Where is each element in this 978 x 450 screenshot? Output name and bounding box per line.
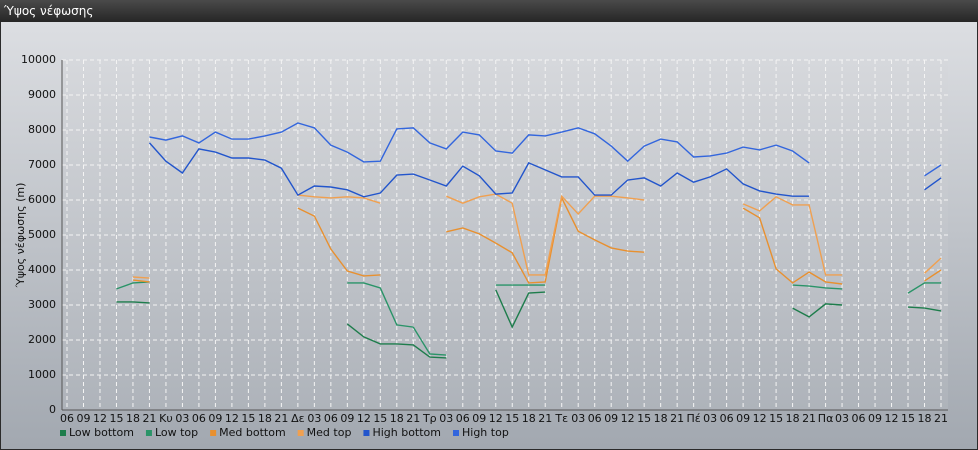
x-tick-label: 15 <box>505 412 519 425</box>
x-tick-label: 18 <box>126 412 140 425</box>
series-line <box>148 142 942 198</box>
legend-label: Med top <box>307 426 352 439</box>
x-tick-label: 18 <box>522 412 536 425</box>
x-tick-label: Τρ <box>422 412 437 425</box>
x-tick-label: 18 <box>258 412 272 425</box>
series-line <box>132 193 942 279</box>
x-tick-label: 15 <box>901 412 915 425</box>
x-tick-label: 06 <box>852 412 866 425</box>
x-tick-label: 15 <box>769 412 783 425</box>
x-tick-label: 12 <box>489 412 503 425</box>
x-tick-label: 06 <box>60 412 74 425</box>
y-tick-label: 4000 <box>28 263 56 276</box>
y-tick-label: 1000 <box>28 368 56 381</box>
legend-label: High top <box>462 426 509 439</box>
x-tick-label: 18 <box>918 412 932 425</box>
x-tick-label: 12 <box>753 412 767 425</box>
x-tick-label: 09 <box>472 412 486 425</box>
legend-label: Low top <box>155 426 198 439</box>
legend-label: High bottom <box>372 426 441 439</box>
x-tick-label: 06 <box>720 412 734 425</box>
legend-swatch <box>145 430 152 436</box>
legend-swatch <box>210 430 217 436</box>
y-tick-label: 0 <box>49 403 56 416</box>
x-tick-label: 03 <box>703 412 717 425</box>
legend-swatch <box>60 430 66 436</box>
series-line <box>116 289 942 359</box>
x-tick-label: 06 <box>324 412 338 425</box>
x-tick-label: Πα <box>818 412 834 425</box>
x-tick-label: Τε <box>554 412 568 425</box>
x-tick-label: 09 <box>208 412 222 425</box>
x-tick-label: Δε <box>291 412 305 425</box>
x-tick-label: 15 <box>373 412 387 425</box>
x-tick-label: 21 <box>670 412 684 425</box>
x-tick-label: 12 <box>885 412 899 425</box>
x-tick-label: 15 <box>241 412 255 425</box>
x-tick-label: 09 <box>76 412 90 425</box>
x-tick-label: 03 <box>175 412 189 425</box>
x-tick-label: 18 <box>390 412 404 425</box>
series-line <box>132 195 942 285</box>
x-tick-label: 03 <box>571 412 585 425</box>
x-tick-label: 21 <box>934 412 948 425</box>
x-tick-label: 09 <box>868 412 882 425</box>
x-tick-label: 12 <box>225 412 239 425</box>
x-tick-label: 06 <box>192 412 206 425</box>
x-tick-label: 12 <box>357 412 371 425</box>
x-tick-label: 03 <box>835 412 849 425</box>
x-tick-label: 21 <box>274 412 288 425</box>
x-tick-label: 09 <box>604 412 618 425</box>
x-tick-label: 03 <box>307 412 321 425</box>
x-tick-label: 18 <box>786 412 800 425</box>
x-tick-label: 12 <box>621 412 635 425</box>
x-tick-label: 21 <box>406 412 420 425</box>
y-tick-label: 10000 <box>21 53 56 66</box>
legend-swatch <box>453 430 459 436</box>
legend-label: Low bottom <box>69 426 134 439</box>
x-tick-label: 12 <box>93 412 107 425</box>
x-tick-label: Κυ <box>159 412 173 425</box>
x-tick-label: 21 <box>802 412 816 425</box>
x-tick-label: 21 <box>538 412 552 425</box>
x-tick-label: 15 <box>637 412 651 425</box>
chart: Ύψος νέφωσης (m) 0 1000 2000 3000 4000 5000 60… <box>1 22 977 449</box>
x-tick-label: 09 <box>736 412 750 425</box>
x-tick-label: 21 <box>142 412 156 425</box>
window-title: Ύψος νέφωσης <box>0 0 978 22</box>
x-tick-label: Πέ <box>687 412 701 425</box>
legend-swatch <box>297 430 304 436</box>
x-tick-label: 18 <box>654 412 668 425</box>
y-tick-label: 5000 <box>28 228 56 241</box>
y-tick-label: 6000 <box>28 193 56 206</box>
x-tick-label: 06 <box>588 412 602 425</box>
y-tick-label: 8000 <box>28 123 56 136</box>
legend-label: Med bottom <box>219 426 286 439</box>
legend-swatch <box>363 430 370 436</box>
y-tick-label: 3000 <box>28 298 56 311</box>
series-line <box>149 122 942 177</box>
series-line <box>116 281 941 356</box>
x-tick-label: 09 <box>340 412 354 425</box>
y-tick-label: 2000 <box>28 333 56 346</box>
y-tick-label: 7000 <box>28 158 56 171</box>
x-tick-label: 06 <box>456 412 470 425</box>
y-axis-label: Ύψος νέφωσης (m) <box>14 183 27 289</box>
x-tick-label: 03 <box>439 412 453 425</box>
x-tick-label: 15 <box>109 412 123 425</box>
y-tick-label: 9000 <box>28 88 56 101</box>
